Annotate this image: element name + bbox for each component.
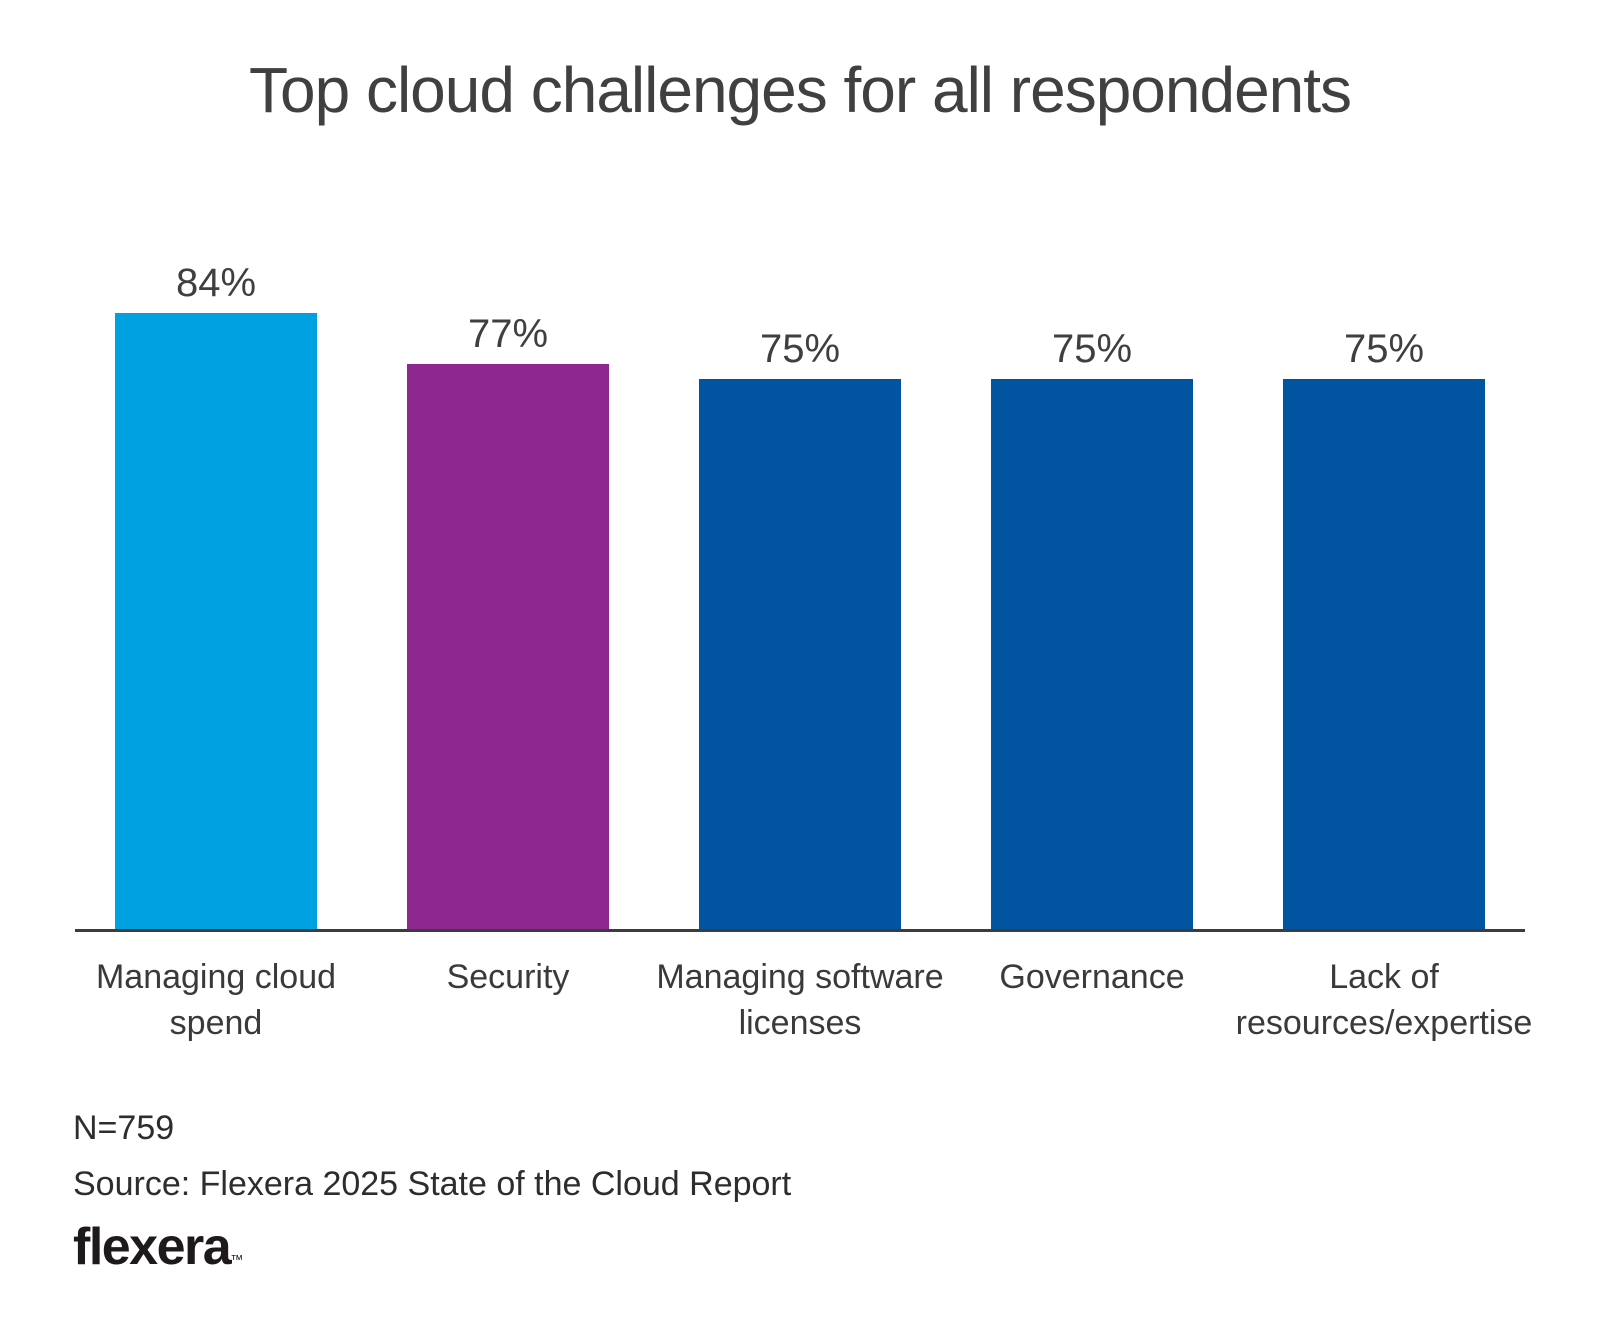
category-label-line: Governance (999, 957, 1185, 996)
bar-value-label: 84% (175, 260, 257, 305)
category-label-line: Security (446, 957, 570, 996)
bar-column: 75% (991, 196, 1193, 929)
category-label-line: Managing software (656, 957, 944, 996)
bar (699, 378, 901, 929)
category-labels-row: Managing cloud spend Security Managing s… (75, 954, 1532, 1046)
bar-value-label: 75% (1343, 326, 1425, 371)
chart-title: Top cloud challenges for all respondents (248, 54, 1352, 126)
category-label: Lack of resources/expertise (1234, 954, 1534, 1046)
category-label-line: Managing cloud (95, 957, 337, 996)
bar-value-label: 75% (1051, 326, 1133, 371)
plot-area: 84% 77% 75% 75% 75% (75, 196, 1525, 932)
sample-size: N=759 (73, 1108, 175, 1147)
bar (407, 364, 609, 929)
bar (991, 378, 1193, 929)
source-note: Source: Flexera 2025 State of the Cloud … (73, 1165, 792, 1204)
bar (1283, 378, 1485, 929)
trademark-symbol: ™ (230, 1252, 244, 1268)
category-label: Security (358, 954, 658, 1046)
bar-column: 75% (1283, 196, 1485, 929)
bar-value-label: 75% (759, 326, 841, 371)
bar (115, 312, 317, 929)
category-label: Governance (942, 954, 1242, 1046)
category-label: Managing software licenses (650, 954, 950, 1046)
bar-column: 77% (407, 196, 609, 929)
category-label-line: Lack of (1329, 957, 1439, 996)
bar-value-label: 77% (467, 312, 549, 357)
flexera-logo-text: flexera (73, 1218, 232, 1277)
category-label: Managing cloud spend (66, 954, 366, 1046)
category-label-line: licenses (738, 1003, 862, 1042)
bar-column: 75% (699, 196, 901, 929)
footer: N=759 Source: Flexera 2025 State of the … (73, 1108, 1600, 1277)
category-label-line: resources/expertise (1235, 1003, 1533, 1042)
bar-column: 84% (115, 196, 317, 929)
bars-row: 84% 77% 75% 75% 75% (75, 196, 1525, 929)
flexera-logo: flexera™ (73, 1219, 1600, 1276)
category-label-line: spend (169, 1003, 263, 1042)
